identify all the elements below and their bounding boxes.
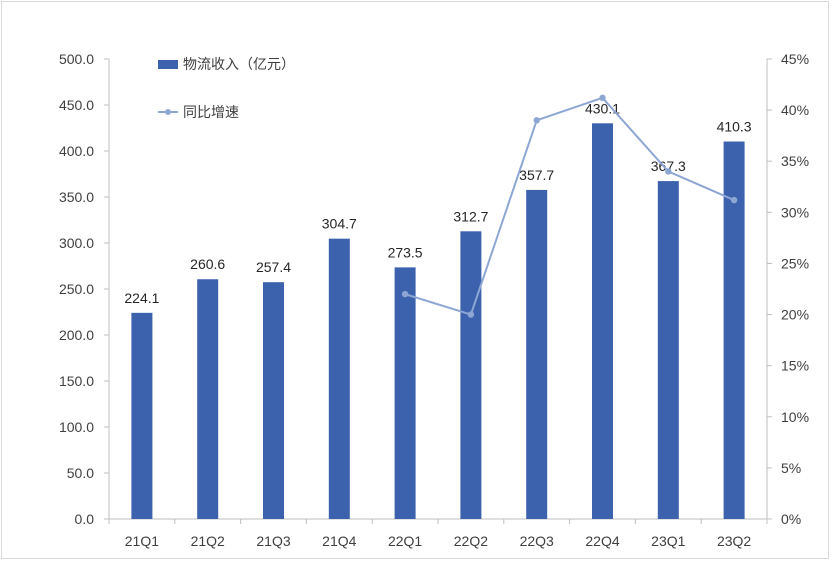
y-right-tick-label: 25% — [781, 255, 809, 271]
bar — [460, 231, 482, 520]
y-right-tick-label: 0% — [781, 511, 801, 527]
legend-swatch-marker — [165, 109, 171, 115]
y-left-tick-label: 150.0 — [59, 373, 94, 389]
y-right-tick-label: 30% — [781, 204, 809, 220]
y-left-tick-label: 250.0 — [59, 281, 94, 297]
bar-data-label: 357.7 — [519, 167, 554, 183]
bar — [197, 279, 219, 519]
bar — [592, 123, 613, 520]
bar-data-label: 430.1 — [585, 100, 620, 116]
y-right-tick-label: 40% — [781, 102, 809, 118]
x-tick-label: 22Q3 — [520, 533, 554, 549]
axes: 0.0 50.0 100.0 150.0 200.0 250.0 300.0 350.0 400… — [59, 51, 809, 549]
legend-label-bar: 物流收入（亿元） — [183, 56, 295, 72]
y-right-tick-label: 10% — [781, 409, 809, 425]
y-left-tick-label: 350.0 — [59, 189, 94, 205]
legend-swatch-bar — [158, 60, 178, 69]
x-tick-label: 21Q2 — [191, 533, 225, 549]
y-left-tick-label: 300.0 — [59, 235, 94, 251]
y-left-tick-label: 400.0 — [59, 143, 94, 159]
growth-point — [533, 117, 540, 124]
bar-data-label: 312.7 — [453, 208, 488, 224]
y-left-tick-label: 500.0 — [59, 51, 94, 67]
legend: 物流收入（亿元） 同比增速 — [158, 56, 295, 120]
bars — [131, 123, 745, 520]
growth-point — [467, 311, 475, 318]
x-tick-label: 23Q1 — [651, 533, 685, 549]
y-left-tick-label: 0.0 — [75, 511, 95, 527]
y-right-tick-label: 15% — [781, 358, 809, 374]
growth-line-path — [404, 96, 735, 316]
y-right-tick-label: 45% — [781, 51, 809, 67]
bar-data-label: 260.6 — [190, 256, 225, 272]
bar — [263, 282, 284, 519]
y-right-tick-label: 5% — [781, 460, 801, 476]
x-tick-label: 22Q1 — [388, 533, 422, 549]
growth-line — [401, 94, 738, 318]
bar — [328, 238, 350, 519]
x-tick-label: 21Q3 — [256, 533, 290, 549]
y-right-tick-label: 35% — [781, 153, 809, 169]
bar-data-label: 273.5 — [388, 244, 423, 260]
bar — [394, 267, 416, 519]
bar-data-label: 257.4 — [256, 259, 291, 275]
x-tick-label: 22Q4 — [585, 533, 619, 549]
bar-labels: 224.1 260.6 257.4 304.7 273.5 312.7 357.7 430.1… — [124, 100, 751, 306]
growth-point — [665, 168, 672, 175]
y-left-tick-label: 50.0 — [67, 465, 94, 481]
bar — [657, 181, 679, 520]
x-tick-label: 21Q1 — [125, 533, 159, 549]
y-left-tick-label: 450.0 — [59, 97, 94, 113]
bar-data-label: 304.7 — [322, 216, 357, 232]
legend-label-line: 同比增速 — [183, 104, 239, 120]
y-right-tick-label: 20% — [781, 307, 809, 323]
bar — [131, 312, 153, 519]
y-left-tick-label: 200.0 — [59, 327, 94, 343]
y-left-tick-label: 100.0 — [59, 419, 94, 435]
growth-point — [599, 94, 606, 102]
x-tick-label: 22Q2 — [454, 533, 488, 549]
growth-point — [730, 196, 738, 204]
growth-point — [401, 290, 409, 298]
bar-data-label: 410.3 — [717, 119, 752, 135]
x-tick-label: 23Q2 — [717, 533, 751, 549]
bar — [526, 189, 548, 519]
x-tick-label: 21Q4 — [322, 533, 356, 549]
bar-data-label: 224.1 — [124, 290, 159, 306]
bar — [723, 141, 745, 520]
